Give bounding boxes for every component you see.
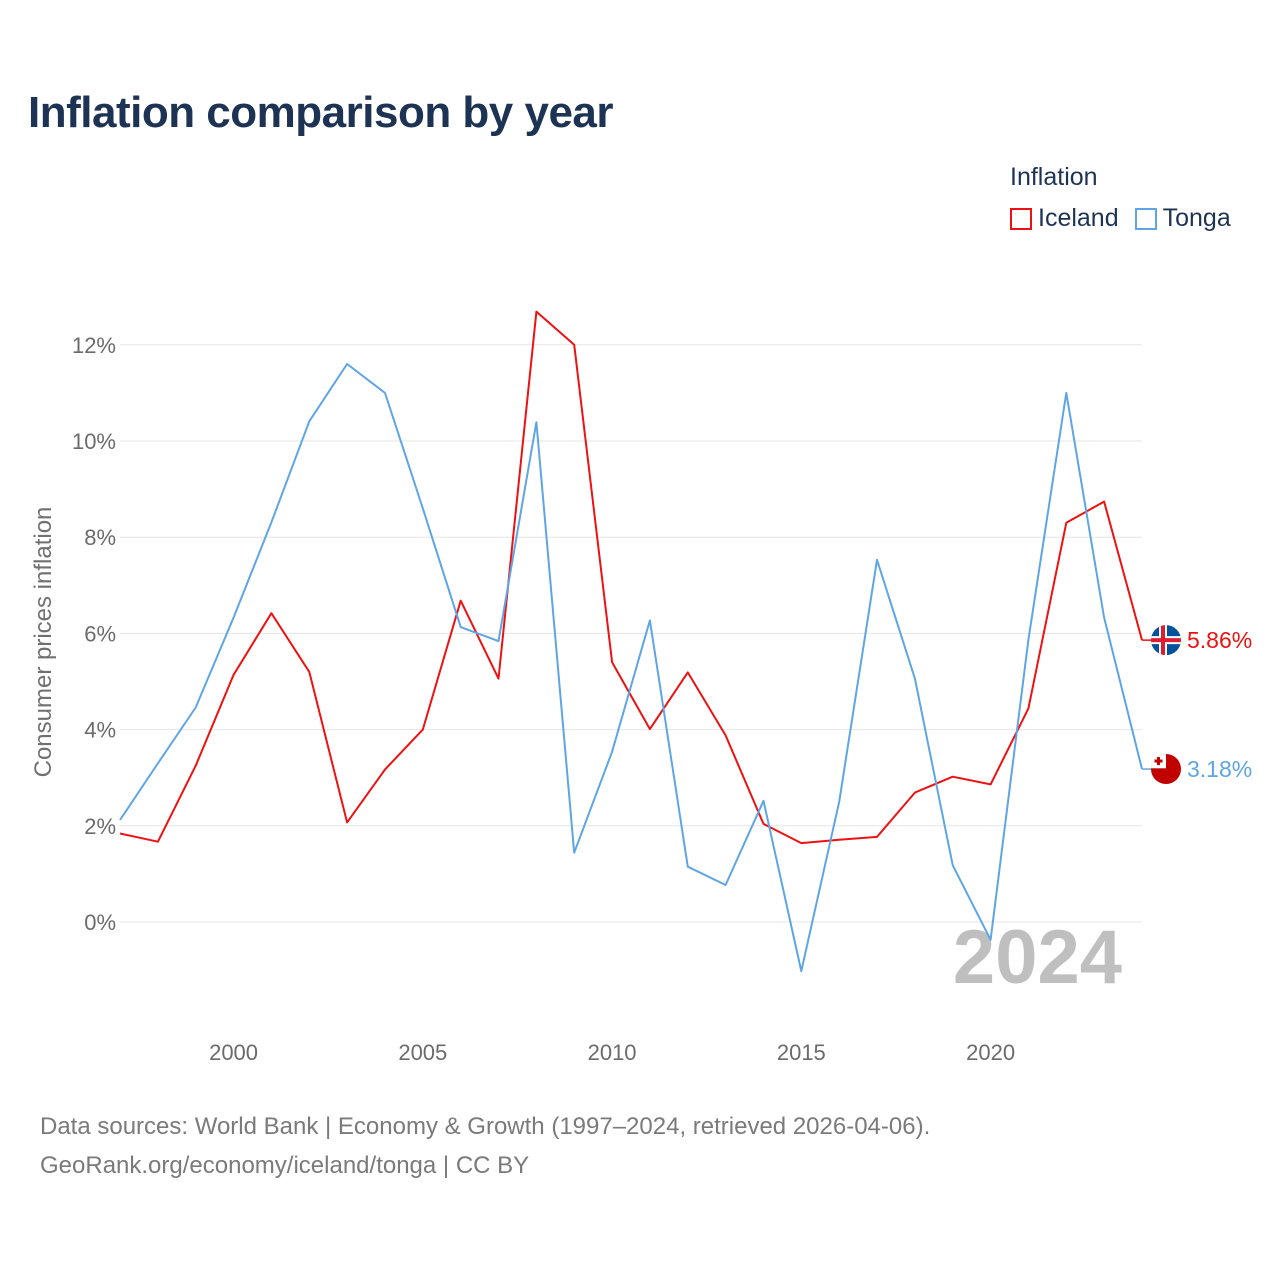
y-axis-ticks: 0% 2% 4% 6% 8% 10% 12% <box>72 333 116 935</box>
end-label-tonga: 3.18% <box>1187 756 1252 782</box>
series-line-tonga[interactable] <box>119 363 1143 973</box>
x-tick-label: 2000 <box>209 1040 258 1065</box>
footer-attribution[interactable]: GeoRank.org/economy/iceland/tonga | CC B… <box>40 1152 530 1179</box>
legend-swatch-tonga <box>1134 207 1157 230</box>
y-tick-label: 12% <box>72 333 116 358</box>
legend-item-tonga[interactable]: Tonga <box>1134 204 1231 233</box>
x-axis-ticks: 2000 2005 2010 2015 2020 <box>209 1040 1015 1065</box>
y-tick-label: 0% <box>84 910 116 935</box>
legend-swatch-iceland <box>1010 207 1032 230</box>
legend-label-tonga: Tonga <box>1162 204 1231 232</box>
grid-lines <box>120 344 1142 923</box>
legend: Iceland Tonga <box>1010 204 1247 233</box>
x-tick-label: 2020 <box>966 1040 1015 1065</box>
footer-sources: Data sources: World Bank | Economy & Gro… <box>40 1113 931 1140</box>
y-axis-label: Consumer prices inflation <box>30 507 57 778</box>
x-tick-label: 2015 <box>777 1040 826 1065</box>
legend-label-iceland: Iceland <box>1038 204 1119 232</box>
footer: Data sources: World Bank | Economy & Gro… <box>40 1107 930 1185</box>
y-tick-label: 2% <box>84 814 116 839</box>
y-tick-label: 4% <box>84 718 116 743</box>
end-label-iceland: 5.86% <box>1187 627 1252 653</box>
x-tick-label: 2005 <box>398 1040 447 1065</box>
end-labels: 5.86% 3.18% <box>1151 625 1252 785</box>
line-chart: 0% 2% 4% 6% 8% 10% 12% 2000 2005 2010 2015 2020 Co… <box>30 310 1252 1065</box>
series-line-iceland[interactable] <box>119 310 1143 845</box>
iceland-flag-icon <box>1151 625 1181 656</box>
y-tick-label: 10% <box>72 429 116 454</box>
tonga-flag-icon <box>1151 754 1181 785</box>
series-lines <box>119 310 1152 973</box>
y-tick-label: 8% <box>84 525 116 550</box>
x-tick-label: 2010 <box>588 1040 637 1065</box>
legend-item-iceland[interactable]: Iceland <box>1010 204 1119 233</box>
year-watermark: 2024 <box>953 915 1122 1000</box>
legend-title: Inflation <box>1010 163 1098 191</box>
chart-title: Inflation comparison by year <box>28 88 614 137</box>
y-tick-label: 6% <box>84 621 116 646</box>
